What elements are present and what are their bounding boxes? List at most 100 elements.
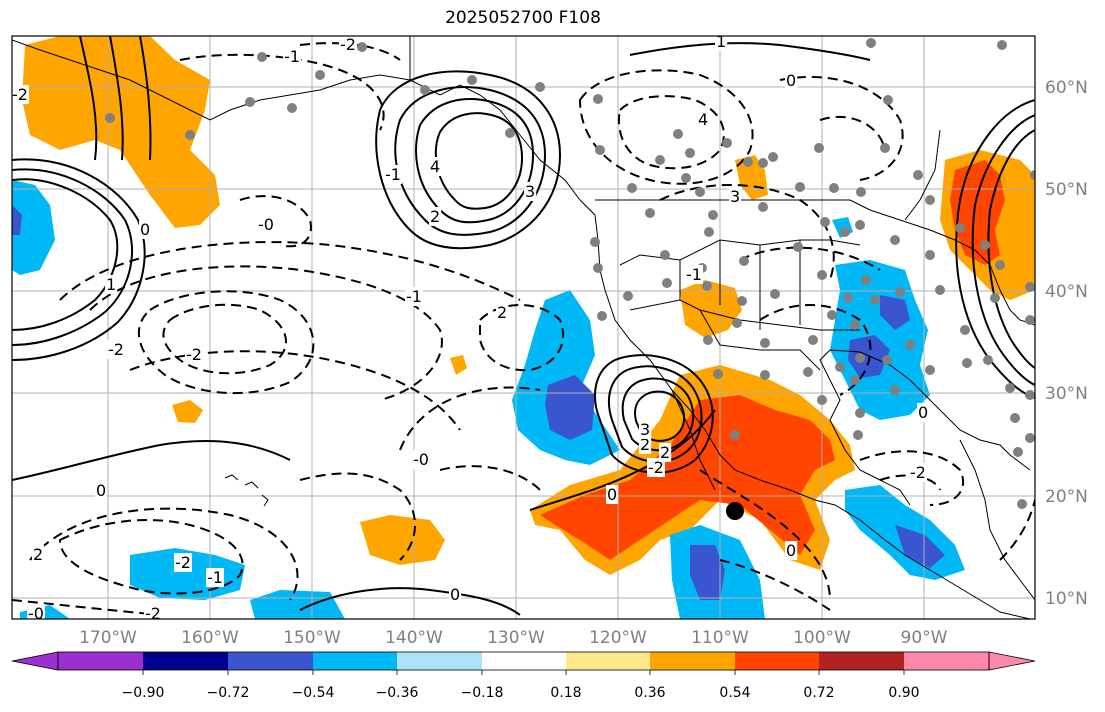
contour-label: -2	[648, 458, 664, 477]
colorbar-tick: −0.36	[376, 685, 419, 701]
colorbar-segment	[228, 652, 313, 670]
contour-label-bg	[685, 265, 703, 284]
colorbar-segment	[143, 652, 228, 670]
contour-label: 0	[786, 541, 796, 560]
coastlines	[12, 36, 1035, 619]
lon-tick: 100°W	[793, 628, 851, 648]
shading-positive	[22, 36, 1035, 575]
lat-tick: 60°N	[1045, 78, 1088, 98]
contour-label-bg	[257, 215, 275, 234]
blue-inner-west	[12, 205, 22, 235]
contour-label: 0	[140, 220, 150, 239]
blue-region-west	[12, 180, 55, 275]
contour-label: 1	[106, 275, 116, 294]
contour-label: 4	[698, 110, 708, 129]
colorbar: −0.90 −0.72 −0.54 −0.36 −0.18 0.18 0.36 …	[11, 651, 1036, 701]
lat-tick: 50°N	[1045, 180, 1088, 200]
contour-label: 2	[497, 303, 507, 322]
colorbar-segment	[482, 652, 566, 670]
colorbar-tick: 0.36	[634, 685, 665, 701]
blue-inner-gulf-2	[880, 295, 910, 330]
contour-label: 2	[430, 207, 440, 226]
contour-label: 3	[640, 420, 650, 439]
red-region-sw	[540, 395, 835, 560]
colorbar-segment	[58, 652, 143, 670]
contour-label: 0	[607, 485, 617, 504]
contour-label-bg	[496, 303, 509, 322]
lat-tick: 30°N	[1045, 384, 1088, 404]
lon-tick: 170°W	[79, 628, 137, 648]
colorbar-segment	[819, 652, 904, 670]
marker-black-dot	[726, 502, 744, 520]
colorbar-tick: −0.90	[122, 685, 165, 701]
contour-label: -1	[686, 265, 702, 284]
contour-label: -1	[406, 287, 422, 306]
contour-label: 0	[786, 71, 796, 90]
colorbar-segment	[650, 652, 735, 670]
contour-label-bg	[283, 47, 301, 66]
colorbar-frame	[57, 651, 990, 671]
colorbar-segment	[313, 652, 397, 670]
contour-label-bg	[659, 443, 672, 462]
contour-label-bg	[27, 604, 45, 619]
lon-tick: 110°W	[691, 628, 749, 648]
contour-label-bg	[606, 485, 619, 504]
lon-tick: 160°W	[181, 628, 239, 648]
contour-label-bg	[12, 85, 29, 104]
orange-region-nw	[22, 36, 220, 228]
contour-label-bg	[639, 420, 652, 439]
contour-label: -0	[413, 450, 429, 469]
colorbar-tick: 0.90	[888, 685, 919, 701]
contour-label-bg	[729, 187, 742, 206]
contour-label: -2	[186, 345, 202, 364]
contour-label: -1	[207, 568, 223, 587]
contour-label-bg	[715, 36, 728, 51]
contour-label: 0	[450, 585, 460, 604]
contour-label: -1	[385, 165, 401, 184]
contour-label-bg	[144, 604, 162, 619]
contour-label: 4	[430, 157, 440, 176]
colorbar-tick: 0.72	[803, 685, 834, 701]
lon-ticks: 170°W 160°W 150°W 140°W 130°W 120°W 110°…	[79, 628, 948, 648]
orange-blob-4	[172, 400, 203, 423]
contour-label-bg	[139, 220, 152, 239]
contour-label: 2	[640, 435, 650, 454]
lon-tick: 140°W	[385, 628, 443, 648]
colorbar-tick: −0.18	[461, 685, 504, 701]
lon-tick: 90°W	[901, 628, 948, 648]
contour-label: -1	[284, 47, 300, 66]
plot-frame	[11, 35, 1036, 620]
colorbar-segment	[397, 652, 482, 670]
blue-region-bottom	[250, 590, 345, 619]
colorbar-tick: 0.54	[719, 685, 750, 701]
contour-label-bg	[647, 458, 665, 477]
lat-tick: 10°N	[1045, 589, 1088, 609]
contour-label: 3	[730, 187, 740, 206]
colorbar-tick-marks	[142, 670, 905, 675]
colorbar-tick: −0.54	[292, 685, 335, 701]
contour-label: -2	[145, 604, 161, 623]
colorbar-extend-left	[11, 651, 59, 671]
lat-tick: 40°N	[1045, 282, 1088, 302]
contour-label: 3	[525, 182, 535, 201]
lon-tick: 150°W	[283, 628, 341, 648]
colorbar-tick: −0.72	[207, 685, 250, 701]
contour-label: -2	[108, 340, 124, 359]
map-title: 2025052700 F108	[445, 8, 601, 28]
contour-label: 1	[716, 32, 726, 51]
contours-solid	[12, 36, 1035, 616]
contour-label-bg	[107, 340, 125, 359]
contour-label-bg	[339, 36, 357, 54]
orange-blob-1	[360, 515, 445, 565]
lon-tick: 120°W	[589, 628, 647, 648]
colorbar-extend-right	[988, 651, 1036, 671]
blue-inner-ca	[895, 525, 945, 568]
contour-label-bg	[384, 165, 402, 184]
contour-label-bg	[185, 345, 203, 364]
contour-label-bg	[697, 110, 710, 129]
contour-label-bg	[174, 553, 192, 572]
colorbar-segment	[566, 652, 650, 670]
contour-label: 0	[96, 481, 106, 500]
contour-label-bg	[917, 403, 930, 422]
